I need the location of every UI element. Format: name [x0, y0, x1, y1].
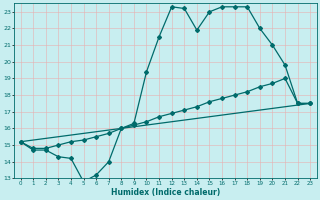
X-axis label: Humidex (Indice chaleur): Humidex (Indice chaleur): [111, 188, 220, 197]
